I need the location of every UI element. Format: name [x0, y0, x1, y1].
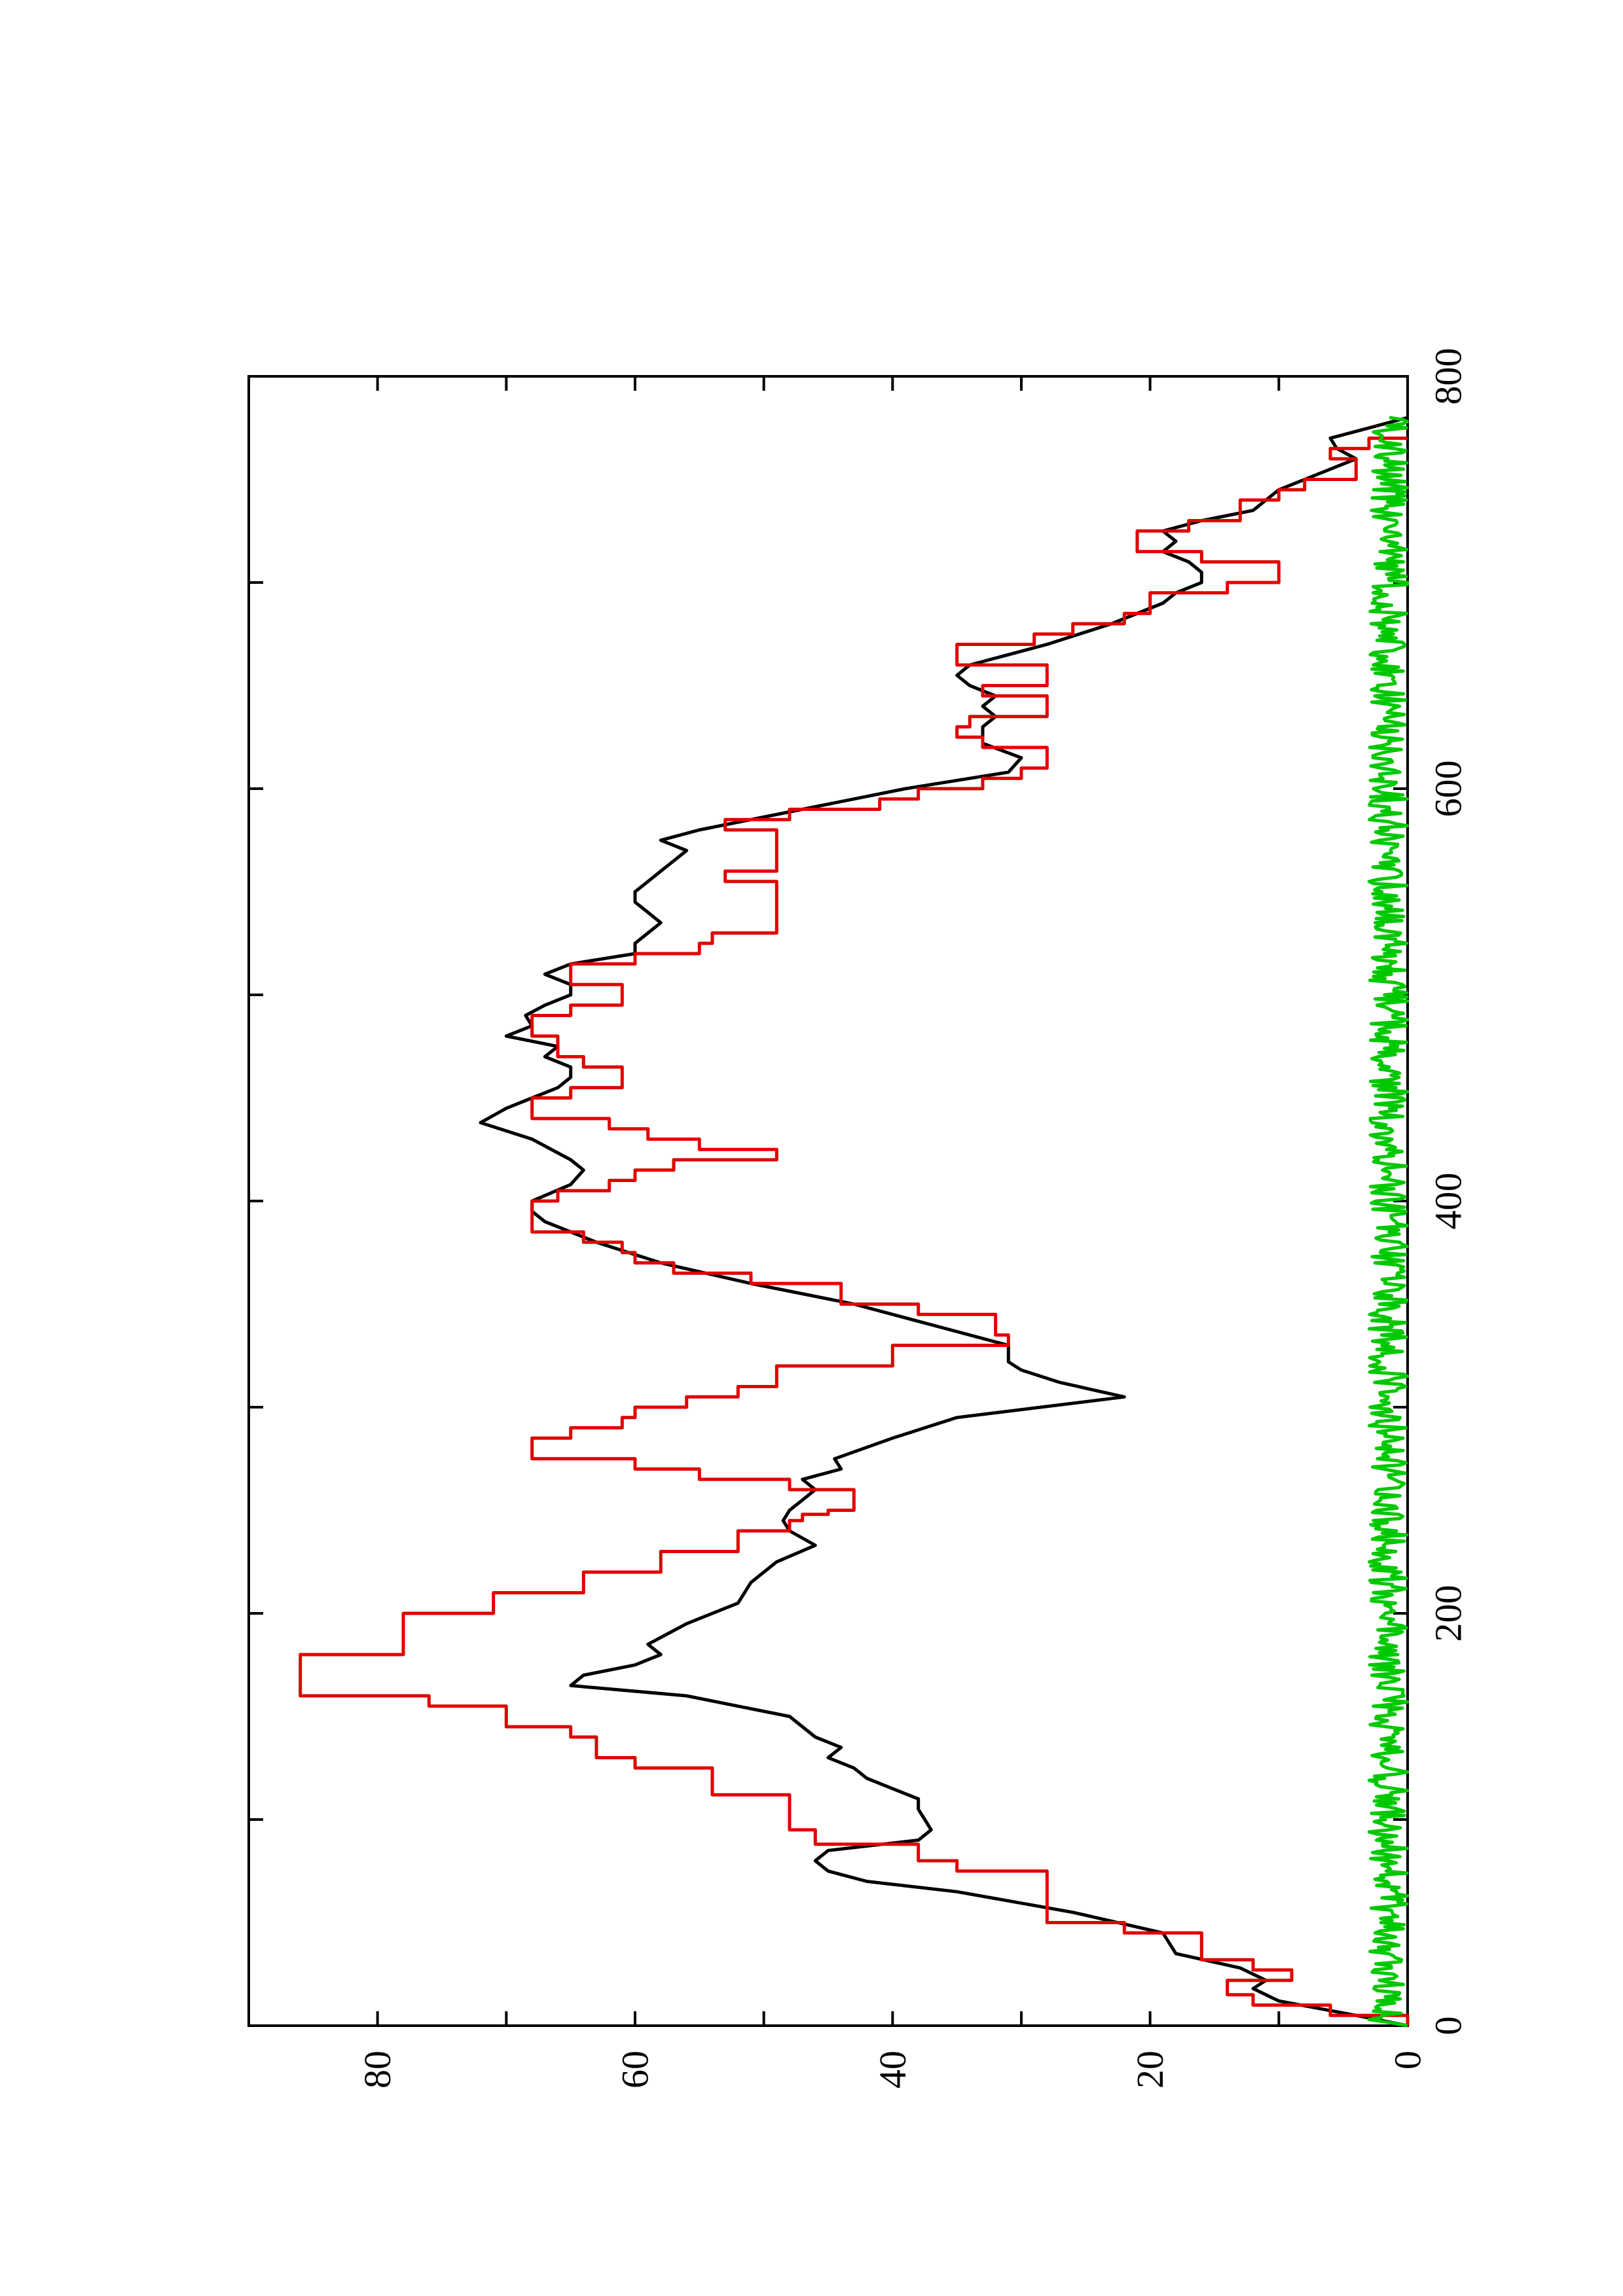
- tick-labels: 0 200 400 600 800 0 20 40 60 80: [356, 348, 1469, 2089]
- x-tick-label: 600: [1427, 761, 1470, 817]
- x-tick-label: 200: [1427, 1585, 1470, 1642]
- series-line-2: [299, 437, 1410, 2026]
- y-tick-label: 40: [871, 2051, 914, 2089]
- y-tick-label: 20: [1129, 2051, 1171, 2089]
- series-line-3: [1367, 416, 1410, 2028]
- y-tick-label: 80: [356, 2051, 399, 2089]
- plot-frame: [247, 375, 1409, 2027]
- x-tick-label: 0: [1427, 2017, 1470, 2036]
- y-tick-label: 60: [614, 2051, 657, 2089]
- y-tick-label: 0: [1387, 2051, 1429, 2070]
- x-tick-label: 400: [1427, 1173, 1470, 1230]
- tick-marks: [247, 375, 1409, 2027]
- x-tick-label: 800: [1427, 348, 1470, 405]
- series-line-1: [479, 416, 1408, 2028]
- series-group: [299, 416, 1410, 2028]
